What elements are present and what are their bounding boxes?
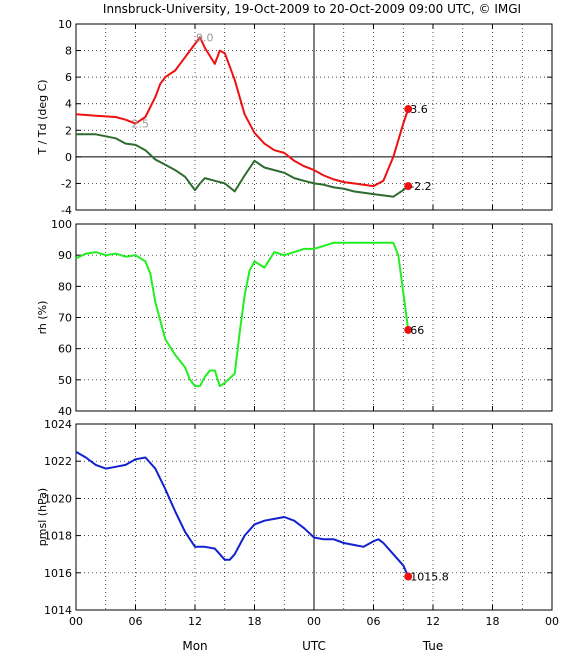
x-tick-label: 18	[248, 615, 262, 628]
y-tick-label: 60	[58, 343, 72, 356]
data-label: 9.0	[196, 31, 214, 44]
y-tick-label: 1014	[44, 604, 72, 617]
data-label: -2.2	[410, 180, 431, 193]
y-axis-label: T / Td (deg C)	[36, 79, 49, 155]
y-tick-label: 0	[65, 151, 72, 164]
x-tick-label: 00	[307, 615, 321, 628]
y-tick-label: 1016	[44, 567, 72, 580]
data-label: 3.6	[410, 103, 428, 116]
y-tick-label: 80	[58, 280, 72, 293]
y-tick-label: 10	[58, 18, 72, 31]
y-axis-label: rh (%)	[36, 301, 49, 335]
x-tick-label: 12	[426, 615, 440, 628]
series-line-pmsl	[75, 451, 410, 577]
end-marker	[404, 182, 413, 191]
x-tick-label: 12	[188, 615, 202, 628]
y-tick-label: 2	[65, 124, 72, 137]
y-tick-label: 1022	[44, 455, 72, 468]
x-tick-label: 18	[486, 615, 500, 628]
x-tick-label: 06	[129, 615, 143, 628]
y-tick-label: 4	[65, 98, 72, 111]
panel-2: 40 50 60 70 80 90 100 rh (%) 66	[36, 218, 553, 418]
y-tick-label: 8	[65, 45, 72, 58]
data-label: 2.5	[132, 118, 150, 131]
series-line-rh	[75, 241, 410, 388]
y-tick-label: 50	[58, 374, 72, 387]
day-label: Tue	[422, 639, 444, 653]
y-tick-label: 6	[65, 71, 72, 84]
y-tick-label: 1024	[44, 418, 72, 431]
x-tick-label: 00	[69, 615, 83, 628]
y-tick-label: 1020	[44, 492, 72, 505]
day-label: UTC	[302, 639, 326, 653]
day-label: Mon	[182, 639, 207, 653]
y-tick-label: 40	[58, 405, 72, 418]
x-tick-label: 06	[367, 615, 381, 628]
y-tick-label: -2	[61, 177, 72, 190]
end-marker	[404, 325, 413, 334]
panel-3: 1014 1016 1018 1020 1022 1024 pmsl (hPa) 1015.8	[36, 418, 553, 617]
y-tick-label: 90	[58, 249, 72, 262]
end-marker	[404, 572, 413, 581]
y-axis-label: pmsl (hPa)	[36, 488, 49, 546]
series-line-temp	[75, 36, 410, 188]
y-tick-label: 100	[51, 218, 72, 231]
chart-title: Innsbruck-University, 19-Oct-2009 to 20-…	[103, 2, 521, 16]
y-tick-label: -4	[61, 204, 72, 217]
y-tick-label: 1018	[44, 530, 72, 543]
data-label: 66	[410, 324, 424, 337]
panel-1: -4 -2 0 2 4 6 8 10 T / Td (deg C) 9.0 2.5 3.6 -2.2	[36, 18, 553, 217]
x-tick-label: 00	[545, 615, 559, 628]
y-tick-label: 70	[58, 312, 72, 325]
series-line-dew	[76, 133, 409, 198]
data-label: 1015.8	[410, 571, 449, 584]
end-marker	[404, 105, 413, 114]
